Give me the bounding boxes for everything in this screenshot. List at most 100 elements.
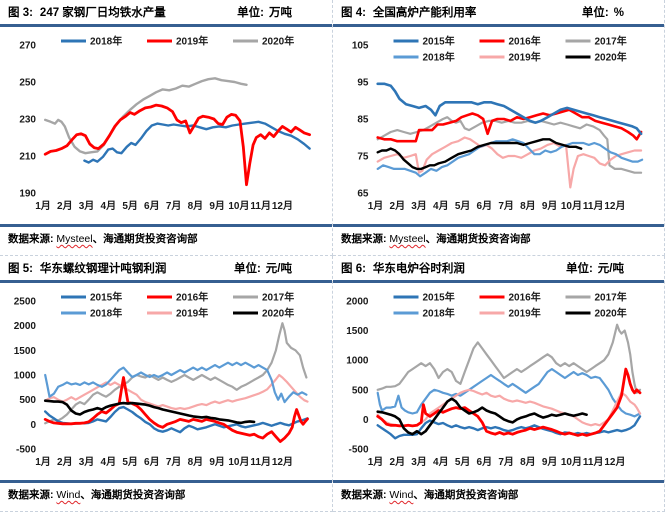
source-vendor: Wind — [56, 489, 81, 501]
svg-text:2015年: 2015年 — [423, 291, 455, 304]
source-divider — [333, 480, 664, 483]
svg-text:2018年: 2018年 — [90, 35, 122, 48]
svg-text:2016年: 2016年 — [509, 291, 541, 304]
svg-text:5月: 5月 — [122, 200, 138, 212]
data-source: 数据来源: Wind、海通期货投资咨询部 — [6, 483, 326, 502]
svg-text:2020年: 2020年 — [595, 51, 627, 64]
unit-prefix: 单位: — [565, 263, 593, 275]
line-chart: 270 250 230 210 190 1月 2月 3月 4月 5月 6月 7月 8月 9月 10月 11月 1… — [6, 29, 326, 223]
svg-text:4月: 4月 — [101, 200, 117, 212]
svg-text:1000: 1000 — [14, 371, 37, 382]
svg-text:12月: 12月 — [604, 456, 625, 468]
svg-text:2017年: 2017年 — [262, 291, 294, 304]
panel-title-row: 图 3: 247 家钢厂日均铁水产量 单位: 万吨 — [6, 4, 326, 23]
unit-label: 单位:% — [582, 4, 624, 20]
svg-text:3月: 3月 — [411, 456, 427, 468]
svg-text:2017年: 2017年 — [595, 291, 627, 304]
svg-text:2月: 2月 — [57, 200, 73, 212]
title-divider — [333, 280, 664, 283]
source-suffix: 、海通期货投资咨询部 — [413, 489, 519, 501]
source-suffix: 、海通期货投资咨询部 — [92, 233, 198, 245]
source-divider — [0, 224, 332, 227]
svg-text:11月: 11月 — [583, 200, 604, 212]
svg-text:65: 65 — [357, 189, 369, 200]
chart-title: 华东螺纹钢理计吨钢利润 — [39, 263, 167, 275]
chart-title: 全国高炉产能利用率 — [372, 7, 477, 19]
source-vendor: Mysteel — [389, 233, 426, 245]
svg-text:9月: 9月 — [542, 456, 558, 468]
svg-text:8月: 8月 — [520, 200, 536, 212]
unit-prefix: 单位: — [581, 7, 609, 19]
svg-text:10月: 10月 — [228, 200, 249, 212]
svg-text:2020年: 2020年 — [595, 307, 627, 320]
figure-panel-6: 图 6: 华东电炉谷时利润 单位: 元/吨 2000 1500 1000 500 0 -50… — [333, 256, 665, 512]
svg-text:2017年: 2017年 — [595, 35, 627, 48]
figure-label: 图 3: — [8, 7, 33, 19]
line-chart: 2500 2000 1500 1000 500 0 -500 1月 2月 3月 4月 5月 6月 7月 8月… — [6, 285, 326, 479]
svg-text:500: 500 — [352, 385, 369, 396]
source-vendor: Wind — [389, 489, 414, 501]
svg-text:2018年: 2018年 — [90, 307, 122, 320]
svg-text:10月: 10月 — [561, 200, 582, 212]
unit-value: 万吨 — [269, 7, 292, 19]
svg-text:4月: 4月 — [101, 456, 117, 468]
svg-text:1500: 1500 — [14, 346, 37, 357]
data-source: 数据来源: Wind、海通期货投资咨询部 — [339, 483, 658, 502]
svg-text:500: 500 — [19, 395, 36, 406]
svg-text:2016年: 2016年 — [176, 291, 208, 304]
svg-text:2500: 2500 — [14, 297, 37, 308]
svg-text:12月: 12月 — [272, 200, 293, 212]
svg-text:7月: 7月 — [498, 456, 514, 468]
svg-text:2020年: 2020年 — [262, 307, 294, 320]
svg-text:85: 85 — [357, 115, 369, 126]
source-prefix: 数据来源: — [341, 489, 387, 501]
svg-text:270: 270 — [19, 41, 36, 52]
svg-text:12月: 12月 — [604, 200, 625, 212]
svg-text:250: 250 — [19, 78, 36, 89]
title-divider — [0, 24, 332, 27]
source-divider — [333, 224, 664, 227]
svg-text:6月: 6月 — [144, 200, 160, 212]
svg-text:2019年: 2019年 — [176, 307, 208, 320]
source-prefix: 数据来源: — [8, 489, 54, 501]
source-divider — [0, 480, 332, 483]
svg-text:2月: 2月 — [390, 456, 406, 468]
source-vendor: Mysteel — [56, 233, 93, 245]
svg-text:11月: 11月 — [583, 456, 604, 468]
svg-text:6月: 6月 — [477, 200, 493, 212]
source-prefix: 数据来源: — [8, 233, 54, 245]
svg-text:11月: 11月 — [250, 200, 271, 212]
svg-text:2016年: 2016年 — [509, 35, 541, 48]
svg-text:1月: 1月 — [35, 456, 51, 468]
svg-text:2000: 2000 — [14, 321, 37, 332]
svg-text:2月: 2月 — [390, 200, 406, 212]
svg-text:12月: 12月 — [272, 456, 293, 468]
svg-text:-500: -500 — [16, 445, 36, 456]
source-suffix: 、海通期货投资咨询部 — [425, 233, 531, 245]
svg-text:1月: 1月 — [368, 456, 384, 468]
unit-prefix: 单位: — [233, 263, 261, 275]
line-chart: 105 95 85 75 65 1月 2月 3月 4月 5月 6月 7月 8月 9月 10月 11月 12月 20… — [339, 29, 658, 223]
svg-text:7月: 7月 — [498, 200, 514, 212]
svg-text:2019年: 2019年 — [176, 35, 208, 48]
svg-text:1500: 1500 — [346, 326, 369, 337]
svg-text:3月: 3月 — [79, 200, 95, 212]
svg-text:4月: 4月 — [433, 200, 449, 212]
svg-text:1000: 1000 — [346, 356, 369, 367]
svg-text:95: 95 — [357, 78, 369, 89]
svg-text:5月: 5月 — [455, 456, 471, 468]
data-source: 数据来源: Mysteel、海通期货投资咨询部 — [339, 227, 658, 246]
panel-title-row: 图 5: 华东螺纹钢理计吨钢利润 单位: 元/吨 — [6, 260, 326, 279]
svg-text:8月: 8月 — [188, 200, 204, 212]
svg-text:9月: 9月 — [542, 200, 558, 212]
svg-text:6月: 6月 — [144, 456, 160, 468]
unit-prefix: 单位: — [237, 7, 264, 19]
unit-value: % — [613, 7, 624, 19]
chart-title: 华东电炉谷时利润 — [372, 263, 465, 275]
svg-text:2015年: 2015年 — [90, 291, 122, 304]
svg-text:8月: 8月 — [188, 456, 204, 468]
svg-text:2020年: 2020年 — [262, 35, 294, 48]
figure-panel-3: 图 3: 247 家钢厂日均铁水产量 单位: 万吨 270 250 230 210 190… — [0, 0, 333, 256]
svg-text:5月: 5月 — [122, 456, 138, 468]
